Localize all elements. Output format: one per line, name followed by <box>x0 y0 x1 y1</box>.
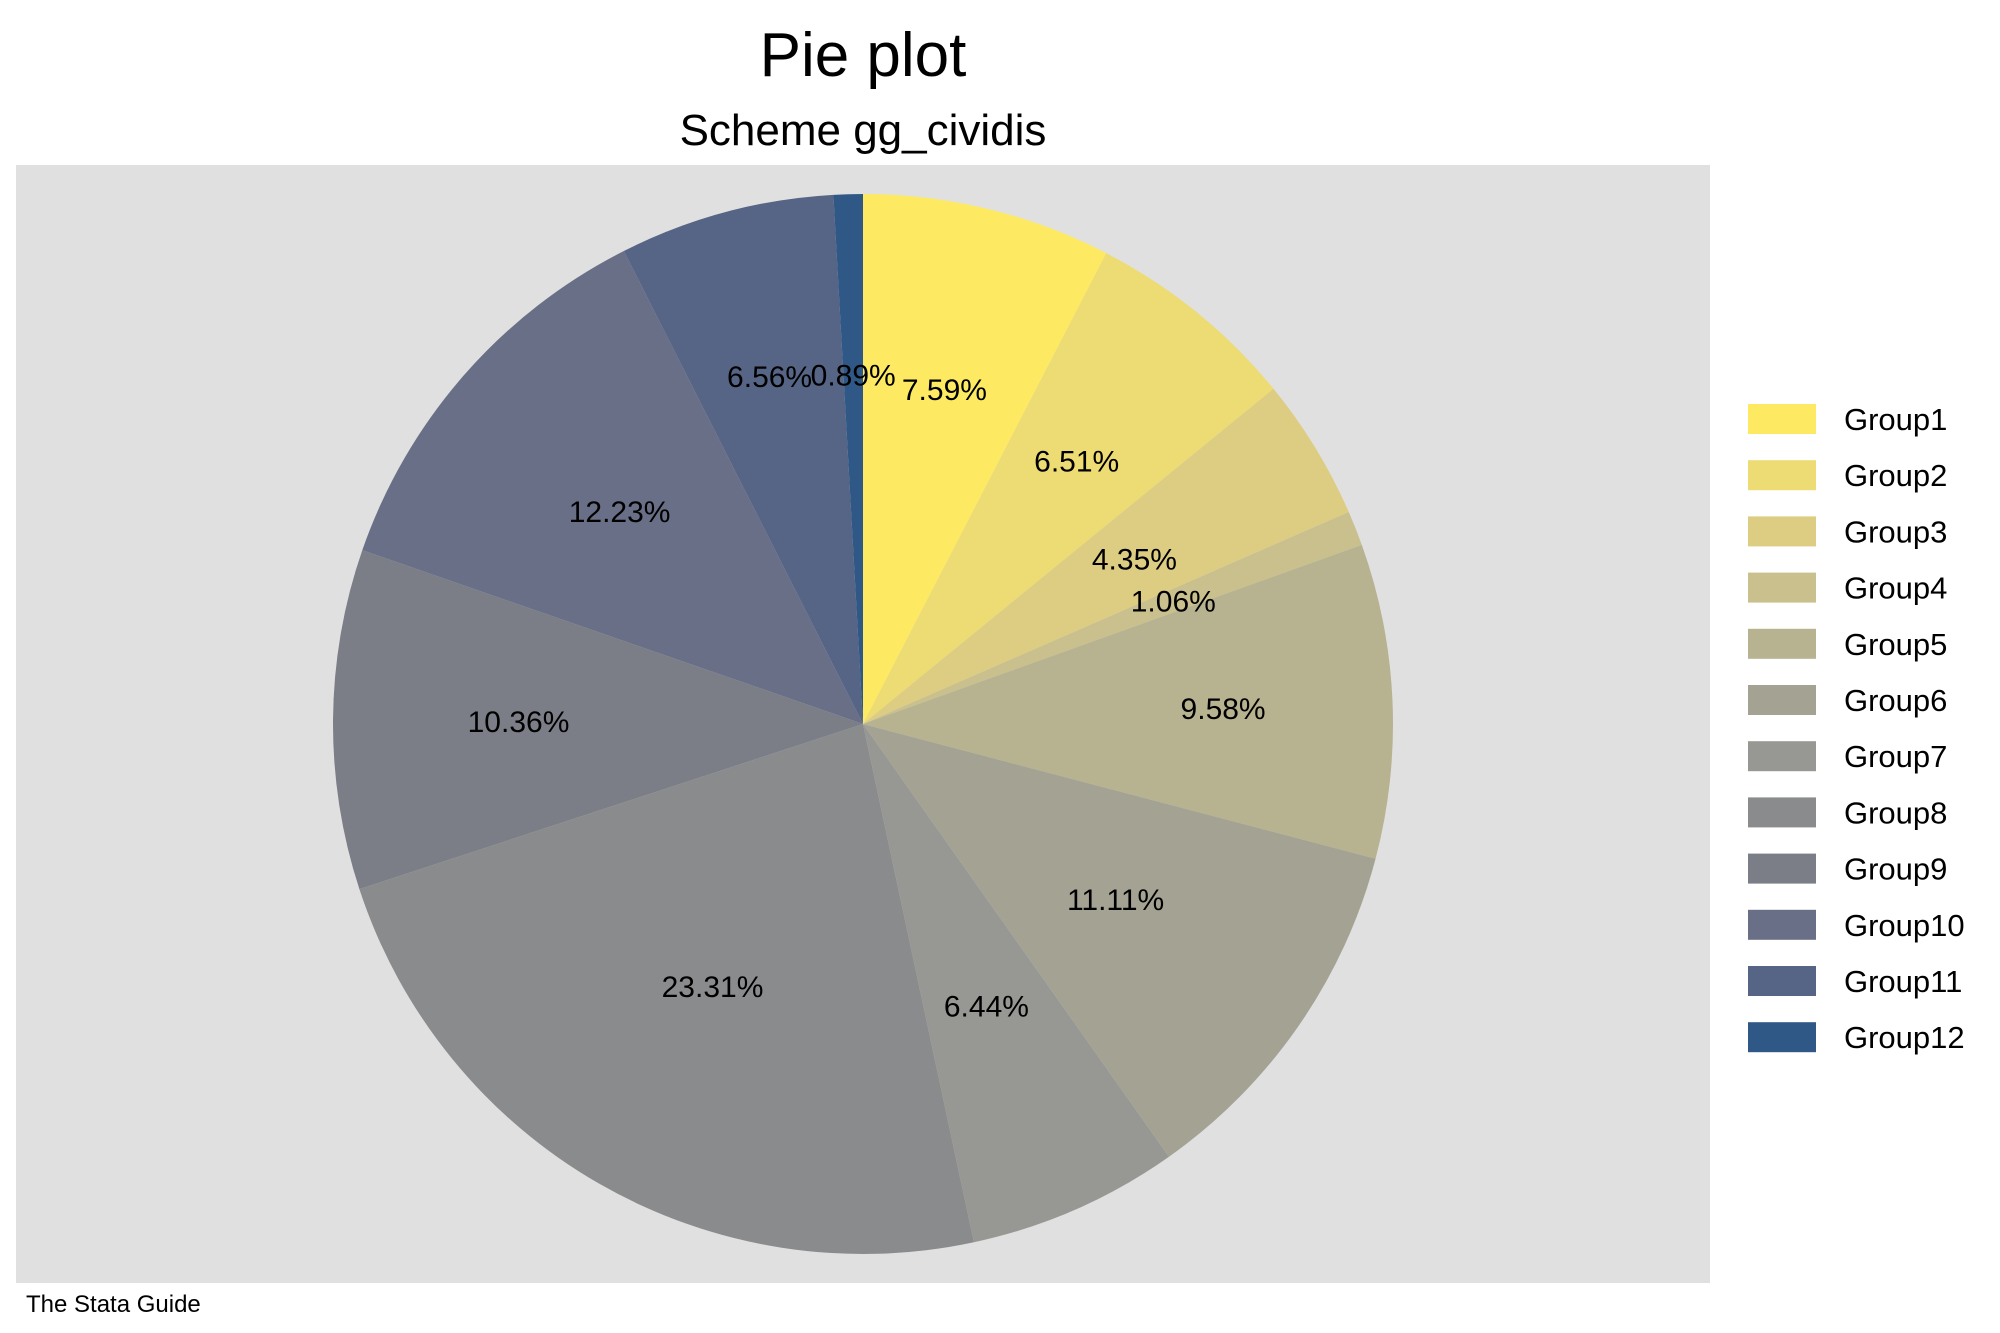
legend-swatch-group7 <box>1748 741 1816 772</box>
legend-swatch-group5 <box>1748 628 1816 659</box>
legend-swatch-group8 <box>1748 797 1816 828</box>
legend-label-group7: Group7 <box>1844 739 1947 774</box>
legend-swatch-group11 <box>1748 966 1816 996</box>
legend-swatch-group2 <box>1748 460 1816 491</box>
pie-slice-group12 <box>833 194 863 724</box>
legend-swatch-group4 <box>1748 572 1816 603</box>
chart-title: Pie plot <box>760 21 967 90</box>
legend-label-group1: Group1 <box>1844 402 1947 437</box>
slice-label-group6: 11.11% <box>1067 884 1164 917</box>
legend-label-group2: Group2 <box>1844 458 1947 493</box>
legend-label-group3: Group3 <box>1844 514 1947 549</box>
legend-swatch-group9 <box>1748 853 1816 884</box>
legend-swatch-group10 <box>1748 909 1816 940</box>
pie-slice-labels: 7.59% 6.51% 4.35% 1.06% 9.58% 11.11% 6.44% 23.3… <box>468 359 1266 1023</box>
pie-slice-group10 <box>362 251 863 724</box>
slice-label-group10: 12.23% <box>569 496 671 529</box>
legend: Group1 Group2 Group3 Group4 Group5 Group6 Grou… <box>1748 402 1965 1055</box>
pie-slice-group5 <box>863 544 1393 859</box>
slice-label-group11: 6.56% <box>727 361 812 394</box>
chart-subtitle: Scheme gg_cividis <box>680 106 1047 155</box>
pie-slice-group8 <box>359 724 974 1255</box>
legend-label-group10: Group10 <box>1844 908 1965 943</box>
legend-swatch-group6 <box>1748 685 1816 715</box>
slice-label-group2: 6.51% <box>1034 446 1119 479</box>
legend-label-group12: Group12 <box>1844 1020 1965 1055</box>
legend-label-group4: Group4 <box>1844 571 1947 606</box>
slice-label-group5: 9.58% <box>1181 693 1266 726</box>
slice-label-group9: 10.36% <box>468 706 570 739</box>
legend-label-group9: Group9 <box>1844 852 1947 887</box>
legend-swatch-group3 <box>1748 516 1816 547</box>
slice-label-group3: 4.35% <box>1092 543 1177 576</box>
legend-swatch-group1 <box>1748 404 1816 434</box>
legend-label-group8: Group8 <box>1844 795 1947 830</box>
pie-slice-group3 <box>863 388 1349 724</box>
pie-slices <box>332 194 1393 1255</box>
slice-label-group12: 0.89% <box>811 359 896 392</box>
slice-label-group7: 6.44% <box>944 991 1029 1024</box>
pie-slice-group6 <box>863 724 1376 1157</box>
pie-slice-group11 <box>623 194 863 724</box>
slice-label-group8: 23.31% <box>662 971 764 1004</box>
pie-slice-group4 <box>863 512 1362 724</box>
chart-note: The Stata Guide <box>26 1291 201 1318</box>
slice-label-group1: 7.59% <box>902 374 987 407</box>
slice-label-group4: 1.06% <box>1131 586 1216 619</box>
pie-slice-group2 <box>863 253 1274 724</box>
pie-slice-group7 <box>863 724 1169 1243</box>
pie-slice-group9 <box>332 550 863 890</box>
legend-label-group5: Group5 <box>1844 627 1947 662</box>
pie-slice-group1 <box>863 194 1107 724</box>
legend-label-group6: Group6 <box>1844 683 1947 718</box>
legend-label-group11: Group11 <box>1844 964 1962 999</box>
legend-swatch-group12 <box>1748 1022 1816 1053</box>
